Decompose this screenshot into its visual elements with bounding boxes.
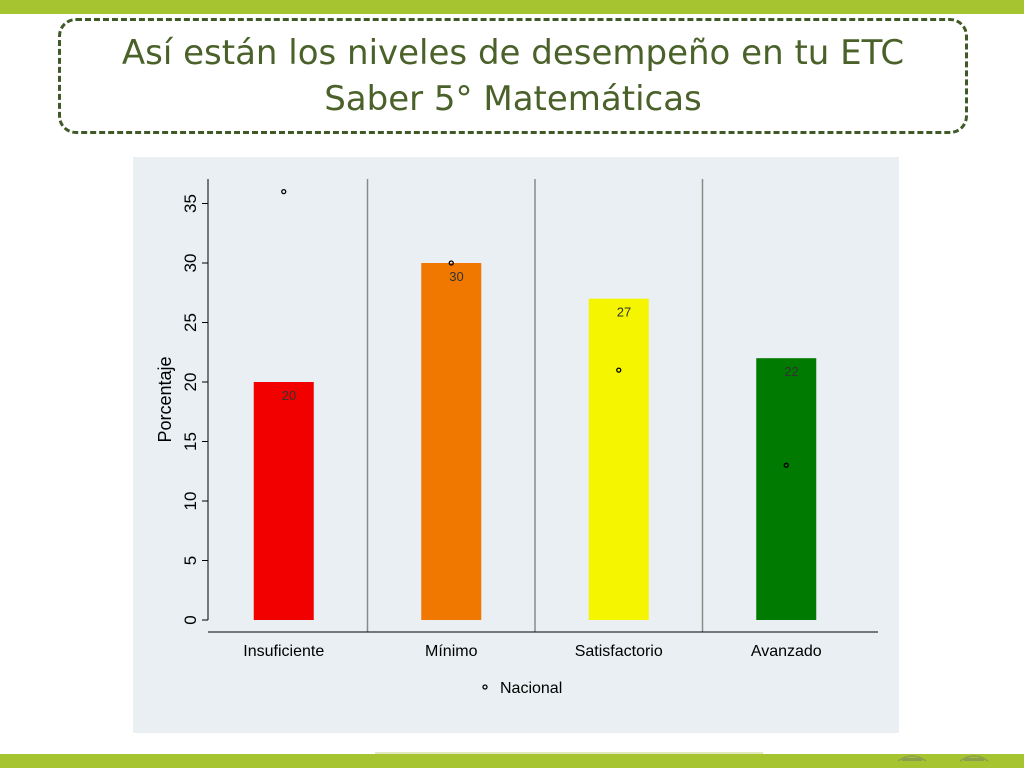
nacional-point (783, 462, 789, 468)
data-label: 27 (617, 305, 631, 320)
nacional-point (281, 188, 287, 195)
y-tick-label: 20 (181, 373, 200, 392)
bar (253, 382, 314, 620)
y-tick-label: 30 (181, 254, 200, 273)
footer-divider (375, 752, 763, 754)
top-accent-bar (0, 0, 1024, 14)
y-tick-label: 15 (181, 432, 200, 451)
x-tick-label: Insuficiente (243, 643, 324, 660)
y-tick-label: 0 (181, 615, 200, 624)
y-tick-label: 5 (181, 556, 200, 565)
footer-logo-icon (897, 755, 927, 762)
x-tick-label: Mínimo (425, 643, 478, 660)
footer-logo-icon (959, 755, 989, 762)
bar (756, 358, 817, 620)
y-tick-label: 25 (181, 313, 200, 332)
chart-panel: 0 5 10 15 20 25 30 35 Porcentaje 20 Insuficiente 30… (133, 157, 899, 733)
bar (588, 298, 649, 620)
bar (421, 263, 482, 620)
data-label: 22 (784, 364, 798, 379)
legend-label: Nacional (500, 680, 562, 697)
bottom-accent-bar (0, 754, 1024, 768)
nacional-point (616, 367, 622, 373)
performance-levels-chart: 0 5 10 15 20 25 30 35 Porcentaje 20 Insuficiente 30… (155, 179, 878, 697)
y-tick-label: 35 (181, 194, 200, 213)
nacional-point (448, 260, 454, 266)
data-label: 30 (449, 269, 463, 284)
y-tick-label: 10 (181, 492, 200, 511)
y-axis-label: Porcentaje (155, 356, 175, 442)
x-tick-label: Satisfactorio (575, 643, 663, 660)
legend-marker (482, 684, 488, 690)
slide-title: Así están los niveles de desempeño en tu… (121, 33, 905, 119)
x-tick-label: Avanzado (751, 643, 822, 660)
title-frame: Así están los niveles de desempeño en tu… (58, 18, 968, 134)
data-label: 20 (282, 388, 296, 403)
